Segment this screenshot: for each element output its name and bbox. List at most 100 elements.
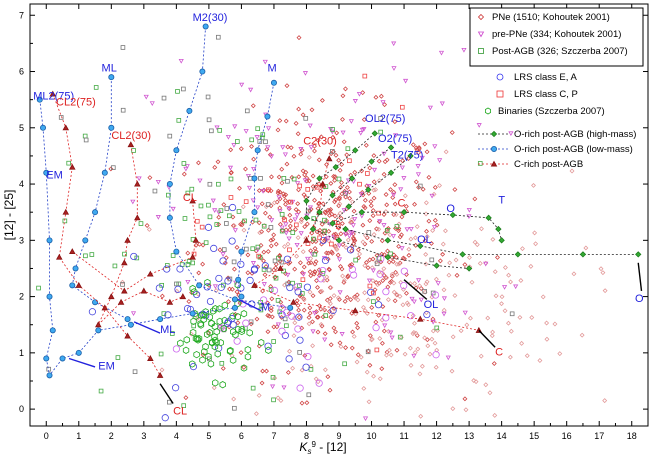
scatter-point — [427, 105, 433, 111]
scatter-point — [198, 203, 204, 209]
scatter-point — [249, 143, 255, 149]
scatter-point — [185, 250, 191, 256]
scatter-point — [352, 238, 357, 244]
scatter-point — [429, 294, 435, 300]
scatter-point — [382, 314, 390, 322]
scatter-point — [339, 162, 345, 167]
scatter-point — [518, 278, 524, 283]
track-point — [358, 209, 365, 216]
scatter-point — [342, 232, 349, 237]
scatter-point — [224, 277, 232, 285]
scatter-point — [384, 202, 390, 208]
scatter-point — [409, 296, 415, 302]
scatter-point — [303, 283, 312, 291]
scatter-point — [155, 215, 161, 220]
legend-marker — [490, 145, 497, 152]
scatter-point — [490, 329, 496, 335]
scatter-point — [205, 352, 212, 361]
scatter-point — [268, 305, 274, 311]
scatter-point — [271, 232, 277, 238]
scatter-point — [270, 374, 276, 380]
track-layer — [36, 23, 642, 379]
legend-label: C-rich post-AGB — [514, 159, 583, 170]
scatter-point — [325, 207, 331, 213]
scatter-point — [350, 271, 358, 279]
scatter-point — [464, 322, 470, 328]
scatter-point — [294, 213, 300, 218]
track-point — [251, 281, 258, 288]
scatter-point — [420, 186, 426, 192]
scatter-point — [212, 284, 218, 290]
x-axis-title-tail: - [12] — [316, 440, 347, 454]
scatter-point — [206, 117, 212, 123]
legend-main: PNe (1510; Kohoutek 2001) pre-PNe (334; K… — [477, 12, 628, 57]
track-point — [238, 248, 245, 255]
scatter-point — [208, 319, 215, 328]
scatter-point — [225, 134, 231, 140]
scatter-point — [392, 133, 399, 138]
scatter-point — [288, 199, 293, 205]
scatter-point — [478, 353, 484, 359]
track-point — [179, 293, 187, 300]
scatter-point — [431, 225, 438, 230]
scatter-point — [231, 396, 237, 402]
scatter-point — [271, 324, 277, 330]
scatter-point — [298, 292, 304, 298]
track-point — [231, 296, 238, 303]
scatter-point — [222, 260, 228, 266]
scatter-point — [424, 234, 430, 239]
scatter-point — [181, 161, 187, 166]
scatter-point — [261, 223, 267, 229]
scatter-point — [579, 332, 585, 338]
scatter-point — [485, 315, 491, 321]
annotation-arrow — [159, 383, 174, 404]
annotation-label: EM — [46, 169, 63, 181]
scatter-point — [452, 187, 458, 192]
scatter-point — [345, 237, 351, 243]
scatter-point — [283, 230, 289, 236]
scatter-point — [430, 316, 436, 322]
scatter-point — [358, 192, 364, 197]
scatter-point — [389, 278, 395, 284]
scatter-point — [161, 414, 169, 422]
scatter-point — [489, 333, 495, 339]
scatter-point — [434, 325, 440, 331]
scatter-point — [336, 157, 342, 163]
scatter-point — [437, 258, 443, 264]
scatter-point — [217, 128, 222, 133]
scatter-point — [232, 405, 237, 411]
scatter-point — [343, 245, 349, 251]
scatter-point — [216, 317, 223, 326]
scatter-point — [219, 361, 225, 366]
scatter-point — [265, 329, 271, 335]
scatter-point — [375, 282, 381, 288]
track-point — [166, 214, 173, 221]
scatter-point — [333, 197, 339, 203]
scatter-point — [338, 184, 344, 190]
scatter-point — [248, 87, 254, 93]
scatter-point — [322, 238, 327, 244]
track-point — [433, 262, 440, 269]
scatter-point — [266, 187, 271, 193]
scatter-point — [318, 321, 324, 327]
scatter-point — [159, 367, 165, 373]
scatter-point — [281, 268, 286, 274]
track-point — [59, 355, 66, 362]
scatter-point — [365, 297, 371, 303]
scatter-point — [322, 337, 328, 343]
scatter-point — [299, 400, 305, 406]
scatter-point — [371, 373, 377, 379]
scatter-point — [315, 314, 321, 320]
legend-lrs: LRS class E, A LRS class C, P Binaries (Sz… — [484, 72, 605, 117]
scatter-point — [437, 183, 443, 189]
scatter-point — [399, 232, 404, 238]
track-point — [303, 236, 310, 243]
scatter-point — [209, 307, 217, 315]
scatter-point — [182, 216, 188, 221]
scatter-point — [426, 218, 432, 224]
track-point — [69, 163, 76, 170]
scatter-point — [571, 271, 577, 277]
scatter-point — [250, 265, 259, 273]
scatter-point — [311, 216, 317, 221]
scatter-point — [294, 242, 300, 248]
